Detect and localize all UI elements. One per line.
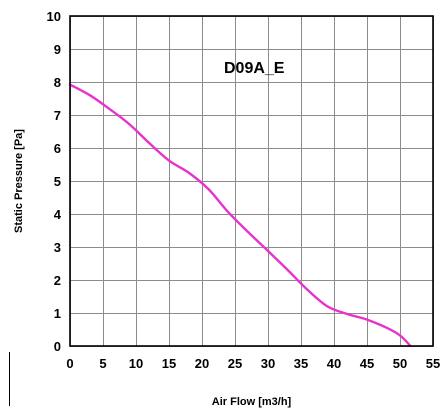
- x-tick-label: 5: [99, 356, 106, 371]
- series-line: [68, 83, 412, 347]
- y-tick-label: 4: [54, 207, 62, 222]
- y-tick-label: 10: [47, 9, 61, 24]
- chart-annotation: D09A_E: [224, 60, 285, 77]
- x-tick-label: 25: [228, 356, 242, 371]
- y-axis-title: Static Pressure [Pa]: [13, 129, 25, 233]
- y-tick-label: 8: [54, 75, 61, 90]
- x-tick-label: 0: [66, 356, 73, 371]
- y-tick-label: 1: [54, 306, 61, 321]
- y-tick-label: 9: [54, 42, 61, 57]
- x-axis-title: Air Flow [m3/h]: [212, 396, 292, 408]
- x-tick-label: 35: [294, 356, 308, 371]
- x-tick-label: 40: [327, 356, 341, 371]
- y-tick-label: 7: [54, 108, 61, 123]
- y-tick-label: 0: [54, 339, 61, 354]
- plot-frame: [69, 15, 434, 347]
- y-tick-label: 6: [54, 141, 61, 156]
- y-tick-label: 3: [54, 240, 61, 255]
- y-tick-labels: 0 1 2 3 4 5 6 7 8 9 10: [47, 9, 62, 354]
- x-tick-label: 30: [261, 356, 275, 371]
- y-tick-label: 5: [54, 174, 61, 189]
- x-tick-label: 45: [360, 356, 374, 371]
- curve-layer: [68, 83, 412, 347]
- x-tick-label: 50: [393, 356, 407, 371]
- x-tick-label: 20: [195, 356, 209, 371]
- x-tick-label: 55: [426, 356, 440, 371]
- x-tick-label: 15: [162, 356, 176, 371]
- x-tick-labels: 0 5 10 15 20 25 30 35 40 45 50 55: [66, 356, 440, 371]
- x-tick-label: 10: [129, 356, 143, 371]
- y-tick-label: 2: [54, 273, 61, 288]
